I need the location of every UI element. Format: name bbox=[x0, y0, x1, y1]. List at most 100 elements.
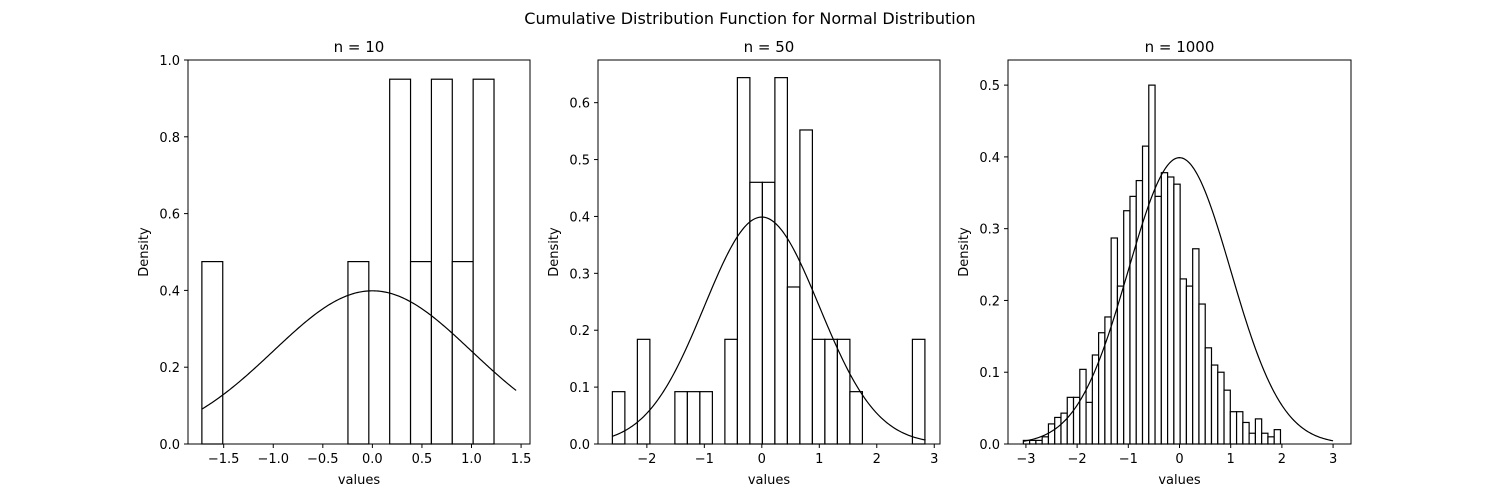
subplot-title: n = 1000 bbox=[1145, 38, 1215, 56]
subplot-2: −2 −1 0 1 2 3 0.0 0.1 0.2 0.3 0.4 0.5 0.6 n = 50 value… bbox=[547, 38, 941, 488]
histogram-bar bbox=[430, 78, 453, 445]
y-tick-label: 0.1 bbox=[569, 381, 590, 396]
histogram-bar bbox=[699, 391, 713, 445]
x-tick-label: 1.5 bbox=[511, 452, 532, 467]
x-tick-label: −2 bbox=[1068, 452, 1087, 467]
x-tick-label: 0.5 bbox=[412, 452, 433, 467]
x-tick-label: 1.0 bbox=[461, 452, 482, 467]
x-tick-label: 0 bbox=[758, 452, 766, 467]
y-tick-label: 0.4 bbox=[569, 210, 590, 225]
histogram-bar bbox=[1129, 195, 1137, 445]
subplot-3: −3 −2 −1 0 1 2 3 0.0 0.1 0.2 0.3 0.4 0.5 n = 1000 valu… bbox=[957, 38, 1352, 488]
histogram-bar bbox=[774, 77, 788, 445]
y-tick-label: 0.4 bbox=[159, 284, 180, 299]
histogram-bar bbox=[347, 261, 370, 445]
histogram-bar bbox=[1154, 195, 1162, 445]
x-tick-label: −1.0 bbox=[257, 452, 289, 467]
x-axis-label: values bbox=[748, 473, 791, 488]
x-axis-label: values bbox=[338, 473, 381, 488]
y-tick-label: 0.2 bbox=[159, 361, 180, 376]
x-tick-label: 0 bbox=[1175, 452, 1183, 467]
x-tick-label: −1.5 bbox=[208, 452, 240, 467]
histogram-bar bbox=[1173, 183, 1181, 445]
x-tick-label: 2 bbox=[873, 452, 881, 467]
histogram-bar bbox=[1141, 145, 1150, 445]
histogram-bar bbox=[1072, 396, 1081, 445]
histogram-bar bbox=[849, 391, 864, 445]
x-tick-label: −2 bbox=[637, 452, 656, 467]
y-axis-label: Density bbox=[137, 227, 152, 277]
x-tick-label: 1 bbox=[815, 452, 823, 467]
histogram-bar bbox=[1217, 371, 1225, 445]
histogram-bar bbox=[1110, 237, 1119, 445]
histogram-bar bbox=[824, 338, 838, 445]
normal-pdf-curve bbox=[1023, 157, 1334, 442]
histogram-bar bbox=[1242, 421, 1250, 445]
y-tick-label: 0.5 bbox=[569, 154, 590, 169]
histogram-bar bbox=[1185, 285, 1194, 445]
histogram-bar bbox=[1098, 332, 1106, 445]
x-tick-label: −0.5 bbox=[307, 452, 339, 467]
axes-frame bbox=[187, 59, 531, 445]
histogram-bar bbox=[409, 261, 433, 445]
histogram-bar bbox=[1085, 401, 1093, 445]
subplot-title: n = 10 bbox=[334, 38, 385, 56]
y-tick-label: 0.0 bbox=[569, 438, 590, 453]
histogram-bar bbox=[1066, 396, 1075, 445]
histogram-bar bbox=[1116, 285, 1125, 445]
y-axis-label: Density bbox=[957, 227, 972, 277]
subplot-1: −1.5 −1.0 −0.5 0.0 0.5 1.0 1.5 0.0 0.2 0.4 0.6 0.8 1… bbox=[137, 38, 531, 488]
x-tick-label: 1 bbox=[1227, 452, 1235, 467]
y-tick-label: 0.1 bbox=[979, 366, 1000, 381]
y-tick-label: 0.6 bbox=[159, 208, 180, 223]
histogram-bar bbox=[1179, 278, 1188, 445]
y-tick-label: 0.0 bbox=[159, 438, 180, 453]
histogram-bar bbox=[1248, 432, 1256, 445]
x-tick-label: −3 bbox=[1016, 452, 1035, 467]
y-tick-label: 0.2 bbox=[979, 294, 1000, 309]
histogram-bar bbox=[1135, 179, 1144, 445]
histogram-bar bbox=[636, 338, 651, 445]
y-axis-label: Density bbox=[547, 227, 562, 277]
histogram-bar bbox=[1054, 416, 1062, 445]
y-tick-label: 0.6 bbox=[569, 97, 590, 112]
histogram-bar bbox=[1273, 429, 1282, 445]
histogram-bar bbox=[1160, 172, 1169, 445]
histogram-bar bbox=[1029, 439, 1037, 445]
x-tick-label: 3 bbox=[930, 452, 938, 467]
normal-pdf-curve bbox=[612, 216, 926, 441]
x-tick-label: −1 bbox=[695, 452, 714, 467]
histogram-bar bbox=[1079, 368, 1087, 445]
histogram-bar bbox=[1210, 364, 1219, 445]
histogram-bar bbox=[1192, 248, 1200, 445]
histogram-bar bbox=[674, 391, 688, 445]
histogram-bar bbox=[1148, 84, 1156, 445]
y-tick-label: 0.4 bbox=[979, 151, 1000, 166]
histogram-bar bbox=[736, 77, 751, 445]
histogram-bar bbox=[1047, 423, 1056, 445]
normal-pdf-curve bbox=[201, 290, 517, 410]
y-tick-label: 0.5 bbox=[979, 79, 1000, 94]
histogram-bar bbox=[1235, 411, 1244, 445]
histogram-bar bbox=[1123, 210, 1131, 445]
x-tick-label: 2 bbox=[1278, 452, 1286, 467]
histogram-bar bbox=[911, 338, 926, 445]
histogram-bar bbox=[1254, 418, 1263, 445]
y-tick-label: 0.2 bbox=[569, 324, 590, 339]
x-tick-label: −1 bbox=[1119, 452, 1138, 467]
histogram-bar bbox=[1261, 432, 1269, 445]
histogram-bar bbox=[1198, 303, 1206, 445]
histogram-bar bbox=[1267, 436, 1275, 445]
histogram-bar bbox=[1060, 412, 1068, 445]
y-tick-label: 0.8 bbox=[159, 131, 180, 146]
histogram-bar bbox=[201, 261, 224, 445]
histogram-bar bbox=[1229, 411, 1238, 445]
x-tick-label: 3 bbox=[1329, 452, 1337, 467]
histogram-bar bbox=[686, 391, 701, 445]
histogram-bar bbox=[1041, 436, 1050, 445]
histogram-bar bbox=[749, 181, 763, 445]
figure-title: Cumulative Distribution Function for Nor… bbox=[524, 9, 975, 28]
histogram-bar bbox=[786, 286, 801, 445]
y-tick-label: 0.3 bbox=[569, 267, 590, 282]
